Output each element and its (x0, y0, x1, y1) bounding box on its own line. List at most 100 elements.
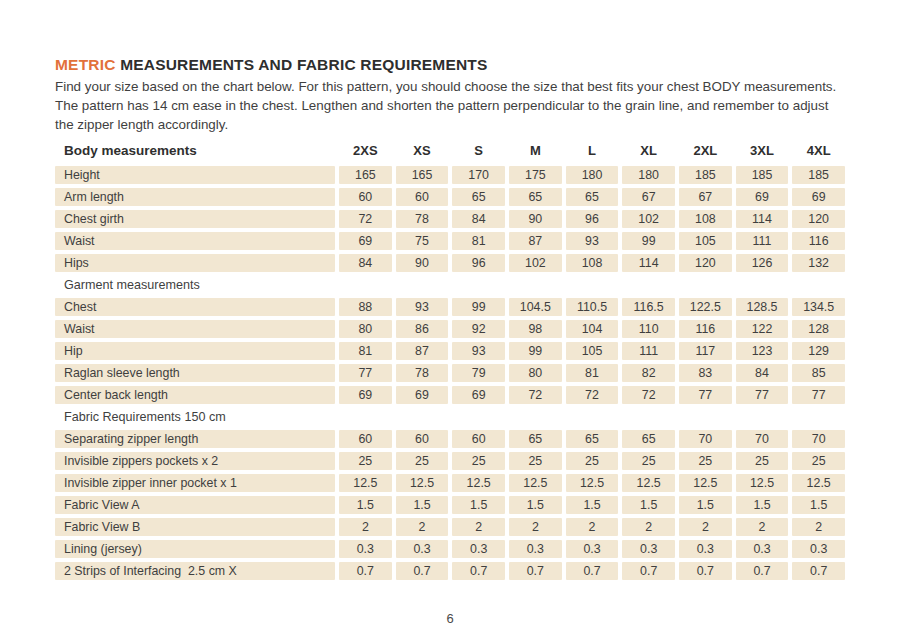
value-cell: 165 (396, 166, 449, 184)
value-cell: 1.5 (566, 496, 619, 514)
value-cell: 25 (339, 452, 392, 470)
value-cell: 69 (736, 188, 789, 206)
table-section-row: Garment measurements (55, 276, 845, 294)
value-cell: 12.5 (339, 474, 392, 492)
value-cell: 67 (622, 188, 675, 206)
value-cell: 25 (736, 452, 789, 470)
row-label: 2 Strips of Interfacing 2.5 cm X (55, 562, 335, 580)
row-label: Arm length (55, 188, 335, 206)
value-cell: 65 (452, 188, 505, 206)
value-cell: 85 (792, 364, 845, 382)
value-cell: 110 (622, 320, 675, 338)
value-cell: 128 (792, 320, 845, 338)
value-cell: 84 (339, 254, 392, 272)
value-cell: 0.7 (566, 562, 619, 580)
value-cell: 102 (622, 210, 675, 228)
table-row: Waist697581879399105111116 (55, 232, 845, 250)
value-cell: 114 (736, 210, 789, 228)
value-cell: 90 (509, 210, 562, 228)
value-cell: 81 (566, 364, 619, 382)
value-cell: 77 (339, 364, 392, 382)
value-cell: 108 (679, 210, 732, 228)
value-cell: 104 (566, 320, 619, 338)
value-cell: 96 (566, 210, 619, 228)
value-cell: 96 (452, 254, 505, 272)
value-cell: 2 (396, 518, 449, 536)
value-cell: 104.5 (509, 298, 562, 316)
value-cell: 134.5 (792, 298, 845, 316)
value-cell: 180 (622, 166, 675, 184)
value-cell: 132 (792, 254, 845, 272)
value-cell: 81 (339, 342, 392, 360)
table-row: Raglan sleeve length777879808182838485 (55, 364, 845, 382)
value-cell: 60 (396, 430, 449, 448)
value-cell: 116 (679, 320, 732, 338)
value-cell: 12.5 (792, 474, 845, 492)
value-cell: 65 (509, 188, 562, 206)
value-cell: 72 (622, 386, 675, 404)
value-cell: 120 (679, 254, 732, 272)
value-cell: 1.5 (622, 496, 675, 514)
table-row: Chest girth7278849096102108114120 (55, 210, 845, 228)
value-cell: 81 (452, 232, 505, 250)
column-header: L (566, 140, 619, 160)
value-cell: 25 (396, 452, 449, 470)
value-cell: 67 (679, 188, 732, 206)
row-label: Lining (jersey) (55, 540, 335, 558)
table-row: Invisible zipper inner pocket x 112.512.… (55, 474, 845, 492)
value-cell: 116.5 (622, 298, 675, 316)
value-cell: 0.3 (679, 540, 732, 558)
value-cell: 108 (566, 254, 619, 272)
table-row: 2 Strips of Interfacing 2.5 cm X0.70.70.… (55, 562, 845, 580)
column-header: 4XL (792, 140, 845, 160)
value-cell: 12.5 (509, 474, 562, 492)
value-cell: 2 (566, 518, 619, 536)
value-cell: 98 (509, 320, 562, 338)
table-row: Fabric View B222222222 (55, 518, 845, 536)
value-cell: 0.3 (452, 540, 505, 558)
value-cell: 2 (339, 518, 392, 536)
row-label: Fabric View B (55, 518, 335, 536)
value-cell: 25 (679, 452, 732, 470)
value-cell: 25 (566, 452, 619, 470)
value-cell: 87 (396, 342, 449, 360)
value-cell: 0.3 (509, 540, 562, 558)
value-cell: 80 (509, 364, 562, 382)
value-cell: 2 (736, 518, 789, 536)
page-title-rest: MEASUREMENTS AND FABRIC REQUIREMENTS (116, 56, 488, 73)
value-cell: 60 (396, 188, 449, 206)
value-cell: 84 (452, 210, 505, 228)
value-cell: 69 (339, 232, 392, 250)
value-cell: 93 (452, 342, 505, 360)
value-cell: 78 (396, 210, 449, 228)
value-cell: 83 (679, 364, 732, 382)
value-cell: 114 (622, 254, 675, 272)
value-cell: 93 (566, 232, 619, 250)
row-label: Hip (55, 342, 335, 360)
value-cell: 102 (509, 254, 562, 272)
value-cell: 165 (339, 166, 392, 184)
value-cell: 69 (396, 386, 449, 404)
row-label: Chest girth (55, 210, 335, 228)
value-cell: 129 (792, 342, 845, 360)
page-number: 6 (0, 611, 900, 626)
table-row: Lining (jersey)0.30.30.30.30.30.30.30.30… (55, 540, 845, 558)
value-cell: 1.5 (509, 496, 562, 514)
column-header: M (509, 140, 562, 160)
table-row: Fabric View A1.51.51.51.51.51.51.51.51.5 (55, 496, 845, 514)
value-cell: 99 (509, 342, 562, 360)
value-cell: 2 (509, 518, 562, 536)
value-cell: 185 (679, 166, 732, 184)
row-label: Height (55, 166, 335, 184)
value-cell: 70 (679, 430, 732, 448)
value-cell: 72 (339, 210, 392, 228)
value-cell: 123 (736, 342, 789, 360)
value-cell: 111 (622, 342, 675, 360)
value-cell: 12.5 (622, 474, 675, 492)
value-cell: 0.3 (622, 540, 675, 558)
value-cell: 180 (566, 166, 619, 184)
value-cell: 90 (396, 254, 449, 272)
row-label: Fabric View A (55, 496, 335, 514)
value-cell: 2 (622, 518, 675, 536)
value-cell: 80 (339, 320, 392, 338)
